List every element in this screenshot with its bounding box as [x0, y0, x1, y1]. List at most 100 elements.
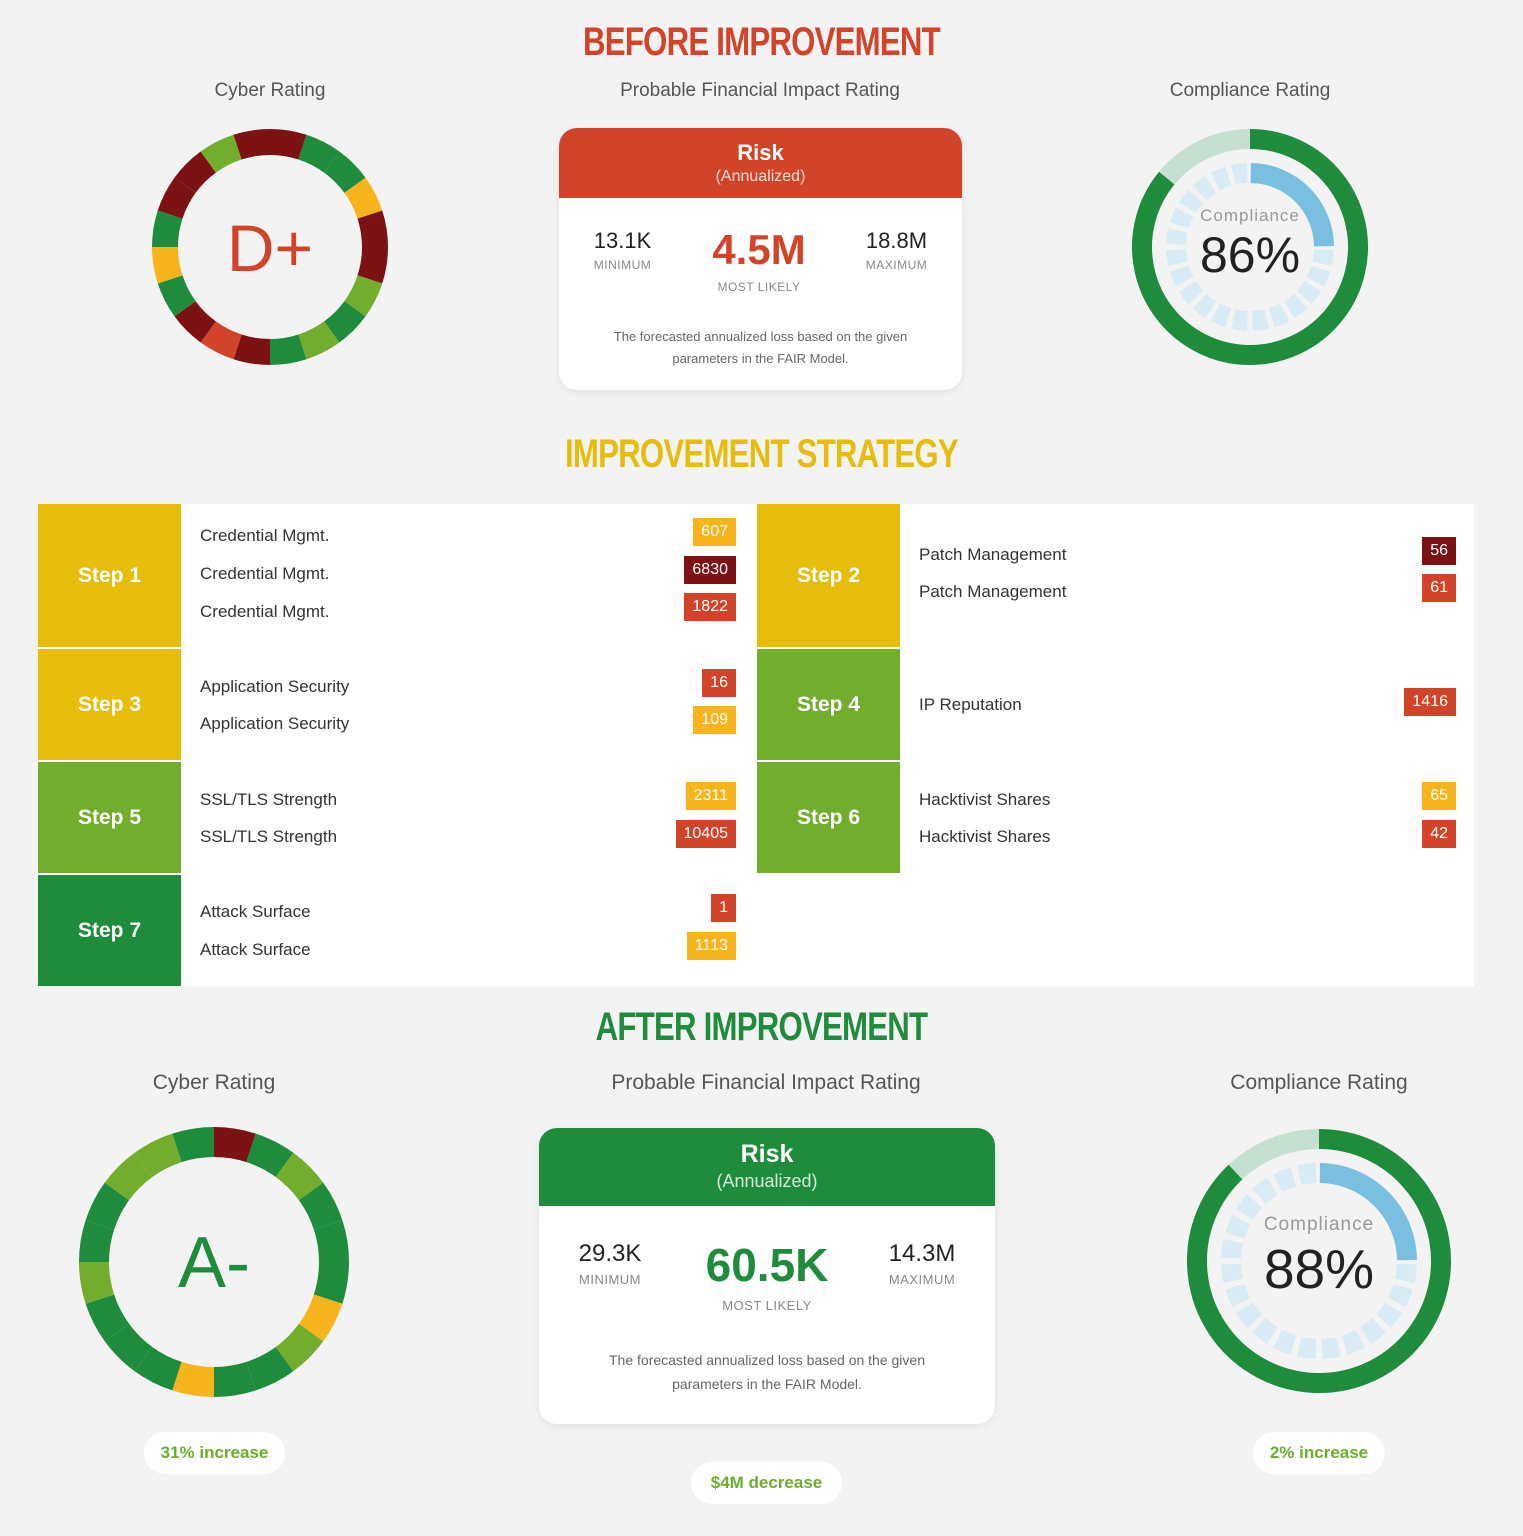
- before-max-block: 18.8M MAXIMUM: [849, 228, 944, 272]
- after-risk-note: The forecasted annualized loss based on …: [539, 1348, 995, 1396]
- after-compliance-inner-segment: [1360, 1317, 1386, 1345]
- after-compliance-inner-segment: [1375, 1302, 1403, 1328]
- strategy-table: Step 1 Credential Mgmt. Credential Mgmt.…: [38, 504, 1474, 986]
- step-2-count-2: 61: [1422, 574, 1456, 602]
- before-cyber-rating-label: Cyber Rating: [214, 80, 326, 101]
- before-cyber-rating-donut: [152, 129, 388, 365]
- after-cyber-rating-label: Cyber Rating: [152, 1071, 276, 1094]
- before-donut-segment: [344, 177, 383, 220]
- after-donut-segment: [275, 1323, 324, 1372]
- step-4-item-1: IP Reputation: [919, 695, 1022, 714]
- before-compliance-gauge: [1132, 129, 1368, 365]
- step-2-label: Step 2: [796, 563, 861, 587]
- after-cyber-change-badge: 31% increase: [144, 1432, 285, 1474]
- step-2-item-2: Patch Management: [919, 582, 1067, 601]
- before-compliance-inner-segment: [1296, 280, 1322, 305]
- after-compliance-inner-segment: [1252, 1317, 1278, 1345]
- before-compliance-inner-segment: [1178, 280, 1204, 305]
- before-risk-title: Risk: [737, 140, 784, 165]
- before-donut-segment: [233, 129, 271, 160]
- step-2-item-1: Patch Management: [919, 545, 1067, 564]
- after-compliance-inner-segment: [1235, 1302, 1263, 1328]
- before-compliance-inner-segment: [1231, 309, 1248, 331]
- after-donut-segment: [104, 1323, 153, 1372]
- after-donut-segment: [246, 1133, 294, 1178]
- step-3-item-1: Application Security: [200, 677, 350, 696]
- after-compliance-rating-label: Compliance Rating: [1230, 1071, 1408, 1094]
- step-4-block: Step 4: [757, 649, 900, 760]
- step-6-count-2: 42: [1422, 820, 1456, 848]
- step-3-label: Step 3: [77, 692, 142, 716]
- after-compliance-outer-remainder: [1228, 1129, 1320, 1180]
- after-compliance-inner-segment: [1394, 1263, 1417, 1284]
- step-7-block: Step 7: [38, 875, 181, 986]
- before-compliance-inner-segment: [1210, 166, 1232, 191]
- after-cyber-rating-donut: [79, 1127, 349, 1397]
- step-6-label: Step 6: [796, 805, 861, 829]
- after-risk-note-line2: parameters in the FAIR Model.: [672, 1376, 862, 1392]
- step-1-count-2: 6830: [684, 556, 736, 584]
- after-compliance-inner-segment: [1273, 1329, 1297, 1355]
- before-donut-segment: [157, 177, 196, 220]
- after-compliance-inner-segment: [1321, 1336, 1342, 1359]
- before-likely-block: 4.5M MOST LIKELY: [684, 226, 834, 294]
- after-max-value: 14.3M: [888, 1240, 956, 1267]
- before-compliance-inner-segment: [1166, 228, 1188, 245]
- after-compliance-outer-progress: [1187, 1129, 1451, 1393]
- after-max-block: 14.3M MAXIMUM: [869, 1240, 975, 1287]
- before-min-label: MINIMUM: [593, 258, 652, 272]
- after-donut-segment: [298, 1294, 343, 1342]
- before-donut-segment: [200, 134, 243, 173]
- after-compliance-inner-segment: [1296, 1163, 1317, 1186]
- before-compliance-outer-remainder: [1159, 129, 1251, 185]
- before-risk-subtitle: (Annualized): [715, 168, 806, 185]
- before-min-block: 13.1K MINIMUM: [575, 228, 670, 272]
- before-compliance-inner-segment: [1166, 249, 1188, 266]
- before-donut-segment: [152, 210, 183, 248]
- before-donut-segment: [157, 274, 196, 317]
- after-donut-segment: [79, 1220, 115, 1263]
- before-donut-segment: [323, 151, 366, 194]
- before-max-label: MAXIMUM: [865, 258, 928, 272]
- step-3-item-2: Application Security: [200, 714, 350, 733]
- before-compliance-inner-segment: [1252, 309, 1269, 331]
- before-donut-segment: [357, 246, 388, 284]
- after-risk-header: Risk (Annualized): [539, 1128, 995, 1206]
- before-likely-label: MOST LIKELY: [717, 280, 801, 294]
- after-donut-segment: [134, 1133, 182, 1178]
- before-donut-segment: [323, 300, 366, 343]
- step-6-item-2: Hacktivist Shares: [919, 827, 1051, 846]
- after-compliance-inner-segment: [1225, 1215, 1251, 1239]
- after-compliance-inner-segment: [1221, 1263, 1244, 1284]
- after-compliance-inner-highlight: [1319, 1163, 1417, 1261]
- after-compliance-inner-segment: [1252, 1177, 1278, 1205]
- before-financial-impact-label: Probable Financial Impact Rating: [620, 80, 900, 101]
- after-compliance-inner-segment: [1235, 1194, 1263, 1220]
- before-donut-segment: [344, 274, 383, 317]
- after-donut-segment: [298, 1182, 343, 1230]
- after-likely-value: 60.5K: [705, 1239, 829, 1291]
- after-section-title: AFTER IMPROVEMENT: [595, 1005, 928, 1049]
- before-risk-note-line1: The forecasted annualized loss based on …: [613, 329, 908, 344]
- before-compliance-inner-segment: [1192, 175, 1217, 201]
- after-donut-segment: [134, 1346, 182, 1391]
- before-donut-segment: [297, 134, 340, 173]
- step-7-item-1: Attack Surface: [200, 902, 311, 921]
- after-compliance-inner-segment: [1221, 1238, 1244, 1259]
- before-max-value: 18.8M: [865, 228, 928, 253]
- after-compliance-inner-segment: [1387, 1283, 1413, 1307]
- before-section-title: BEFORE IMPROVEMENT: [583, 20, 941, 64]
- after-compliance-change-badge: 2% increase: [1253, 1432, 1385, 1474]
- before-compliance-inner-segment: [1268, 303, 1290, 328]
- step-1-item-1: Credential Mgmt.: [200, 526, 330, 545]
- step-1-block: Step 1: [38, 504, 181, 647]
- before-compliance-inner-segment: [1169, 207, 1194, 229]
- after-cyber-grade: A-: [178, 1223, 250, 1303]
- after-likely-block: 60.5K MOST LIKELY: [679, 1238, 855, 1313]
- before-cyber-grade: D+: [226, 211, 314, 285]
- before-donut-segment: [357, 210, 388, 248]
- after-donut-segment: [79, 1261, 115, 1304]
- before-compliance-inner-segment: [1210, 303, 1232, 328]
- step-2-count-1: 56: [1422, 537, 1456, 565]
- after-donut-segment: [246, 1346, 294, 1391]
